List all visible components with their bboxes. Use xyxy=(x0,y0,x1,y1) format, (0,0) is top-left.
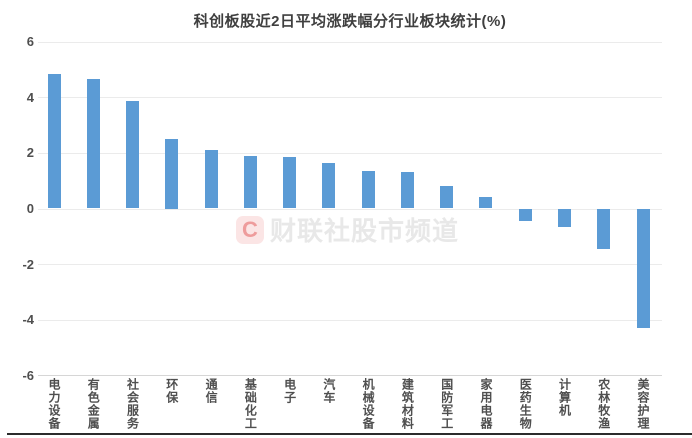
bar xyxy=(322,162,336,209)
x-category-label: 国防军工 xyxy=(439,378,454,430)
gridline xyxy=(38,208,662,210)
bar xyxy=(597,208,611,249)
bar xyxy=(165,139,179,209)
y-tick-label: 0 xyxy=(26,201,34,216)
y-tick-label: 6 xyxy=(26,34,34,50)
bar xyxy=(479,197,493,209)
bar xyxy=(283,157,297,209)
bar xyxy=(126,101,140,209)
gridline xyxy=(38,264,662,266)
bar xyxy=(518,208,532,221)
x-category-label: 美容护理 xyxy=(636,378,651,430)
bar xyxy=(440,186,454,209)
chart-title: 科创板股近2日平均涨跌幅分行业板块统计(%) xyxy=(193,13,507,30)
bar xyxy=(636,208,650,329)
x-category-label: 农林牧渔 xyxy=(596,378,611,430)
bar xyxy=(204,150,218,209)
bottom-border-line xyxy=(7,433,692,435)
x-category-label: 通信 xyxy=(204,378,219,404)
gridline xyxy=(38,41,662,43)
y-tick-label: -6 xyxy=(22,367,34,383)
x-category-label: 建筑材料 xyxy=(400,378,415,430)
bar xyxy=(86,79,100,209)
bar xyxy=(558,208,571,227)
x-category-label: 基础化工 xyxy=(243,378,258,430)
x-category-label: 汽车 xyxy=(321,378,336,404)
gridline xyxy=(38,97,662,99)
y-tick-label: -4 xyxy=(22,312,34,328)
bar xyxy=(47,73,61,209)
bar xyxy=(243,155,257,209)
x-category-label: 计算机 xyxy=(557,378,572,417)
bar xyxy=(361,170,375,209)
x-category-label: 电力设备 xyxy=(47,378,61,430)
x-category-label: 环保 xyxy=(164,378,179,404)
gridline xyxy=(38,319,662,321)
x-category-label: 机械设备 xyxy=(361,378,376,430)
x-axis-line xyxy=(38,375,662,377)
y-tick-label: 4 xyxy=(26,89,34,105)
x-category-label: 家用电器 xyxy=(478,378,493,430)
x-category-label: 有色金属 xyxy=(86,378,101,430)
x-category-label: 医药生物 xyxy=(518,378,533,430)
x-category-label: 社会服务 xyxy=(125,378,140,430)
x-category-label: 电子 xyxy=(282,378,297,404)
gridline xyxy=(38,152,662,154)
bar xyxy=(400,172,414,209)
y-tick-label: 2 xyxy=(26,145,34,161)
y-tick-label: -2 xyxy=(22,256,34,272)
